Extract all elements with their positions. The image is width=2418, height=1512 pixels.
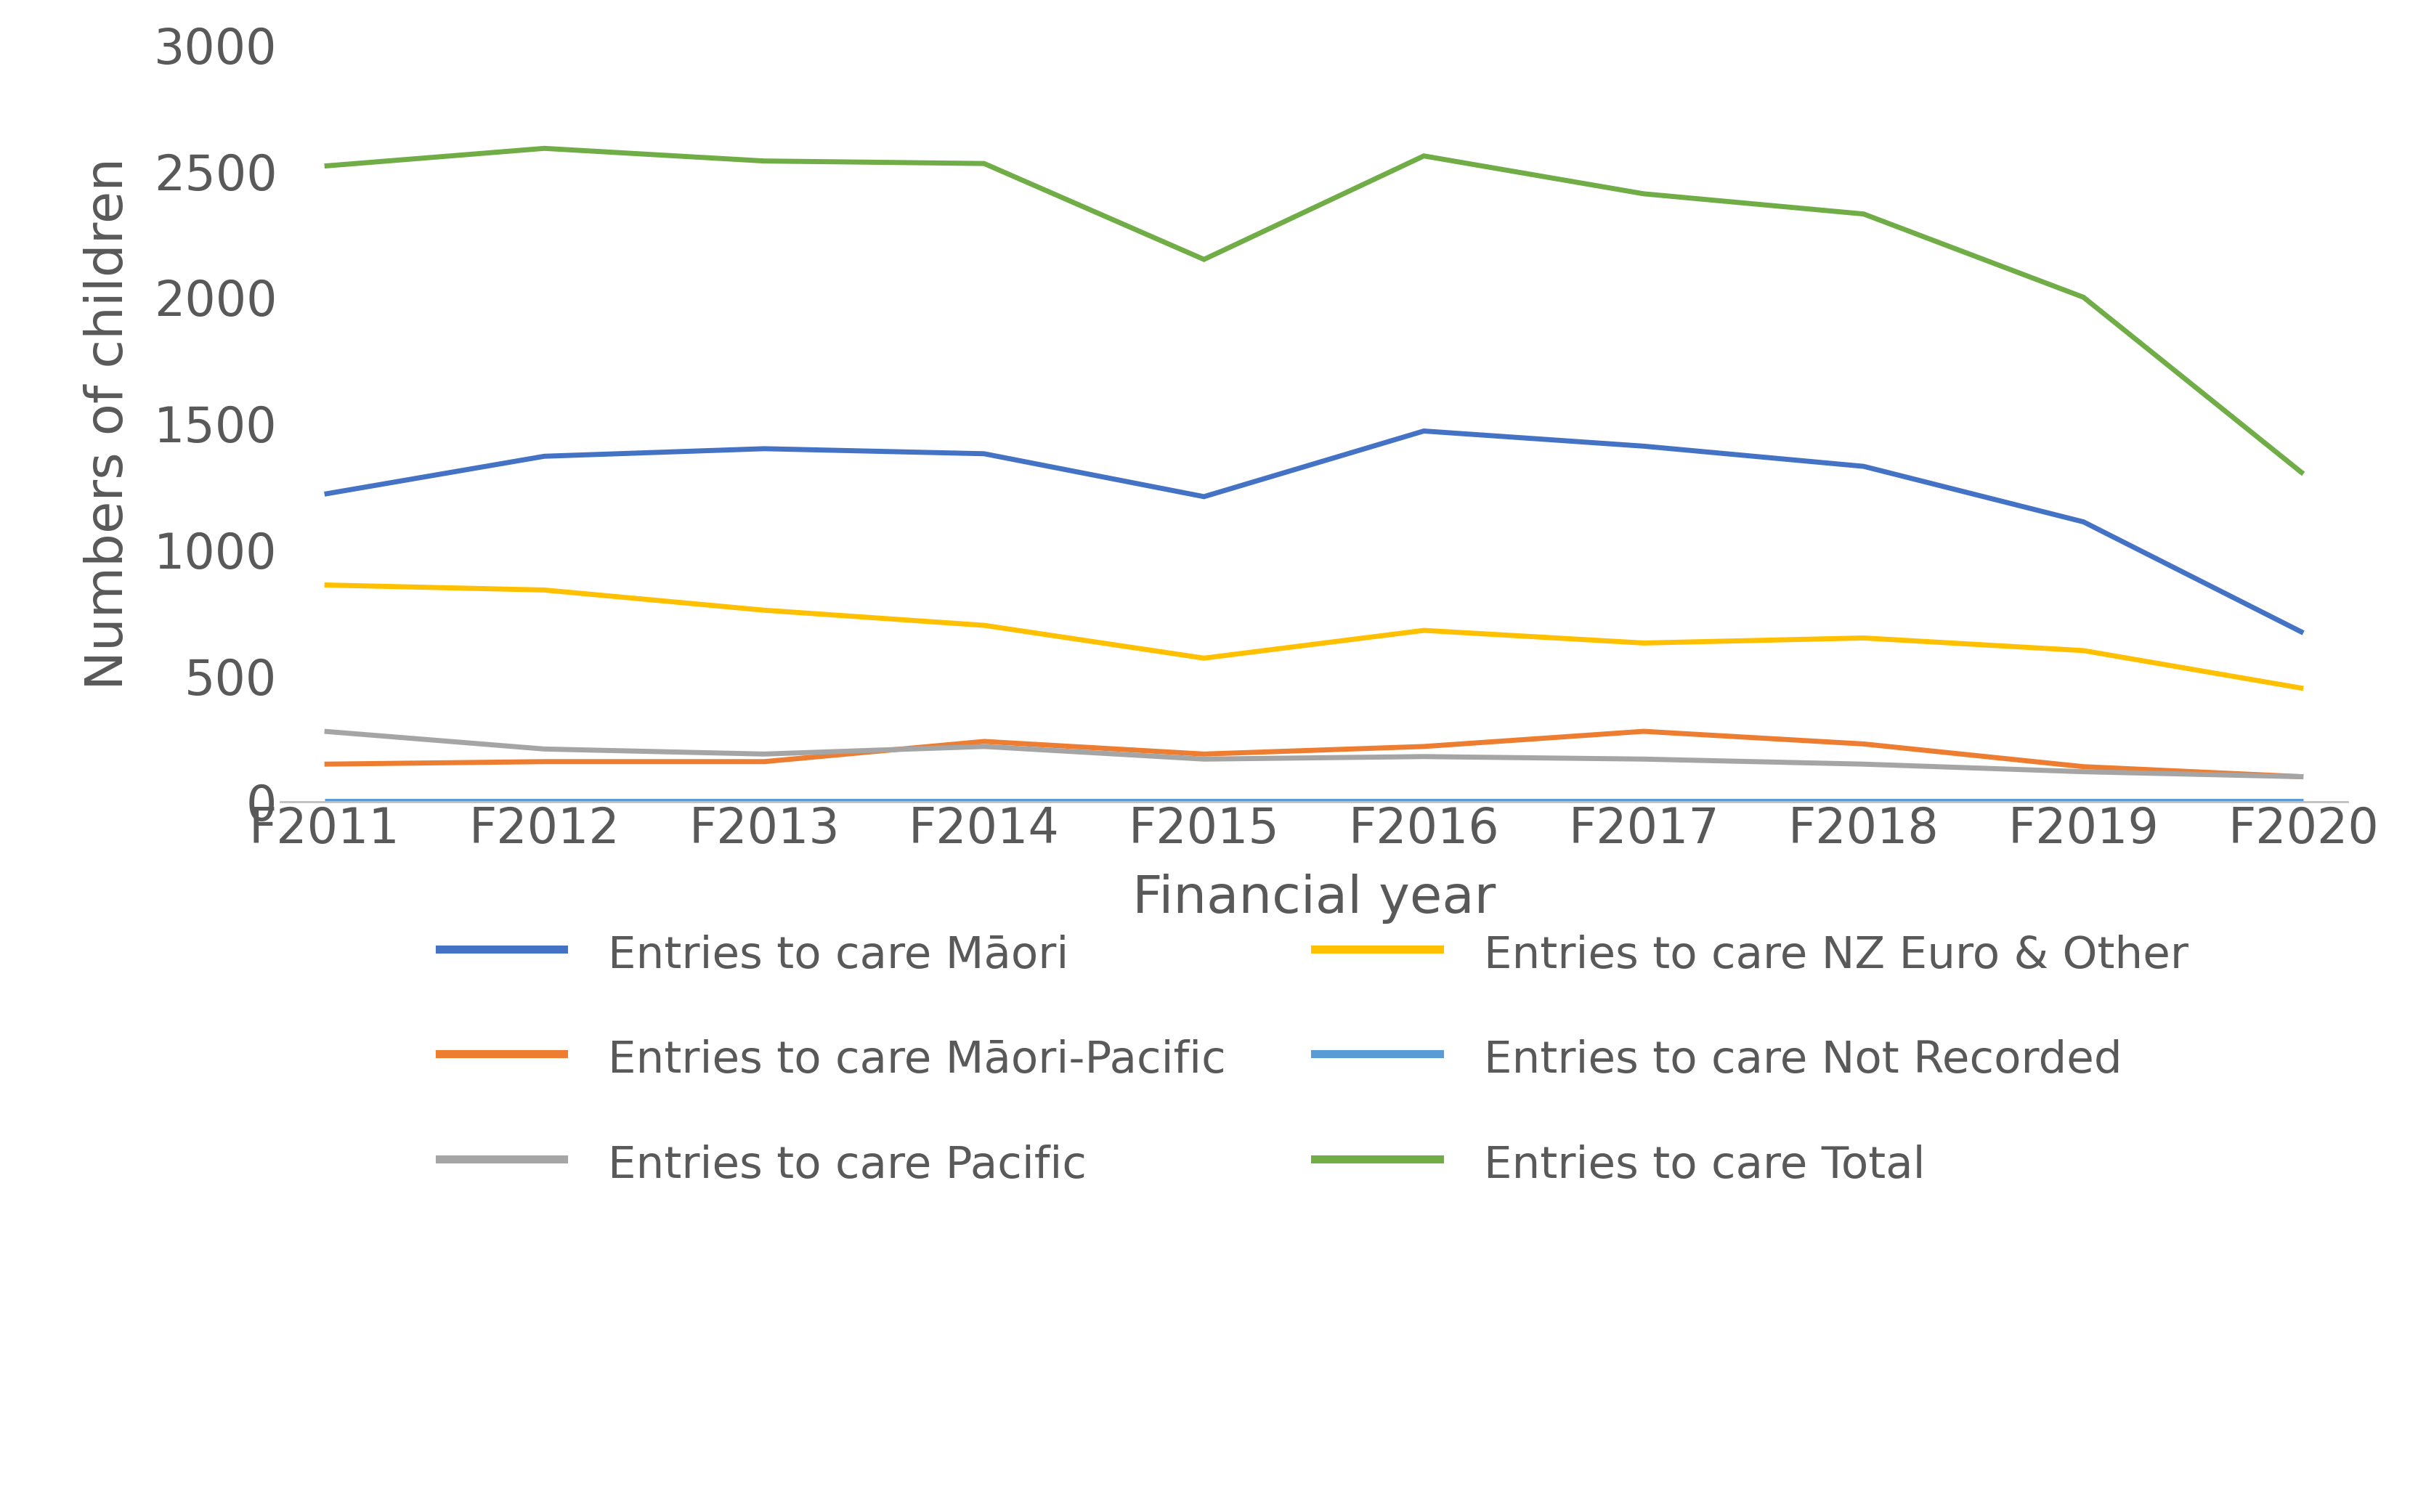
Legend: Entries to care Māori, Entries to care Māori-Pacific, Entries to care Pacific, E: Entries to care Māori, Entries to care M… <box>440 930 2188 1187</box>
Y-axis label: Numbers of children: Numbers of children <box>85 157 133 689</box>
X-axis label: Financial year: Financial year <box>1132 874 1497 924</box>
